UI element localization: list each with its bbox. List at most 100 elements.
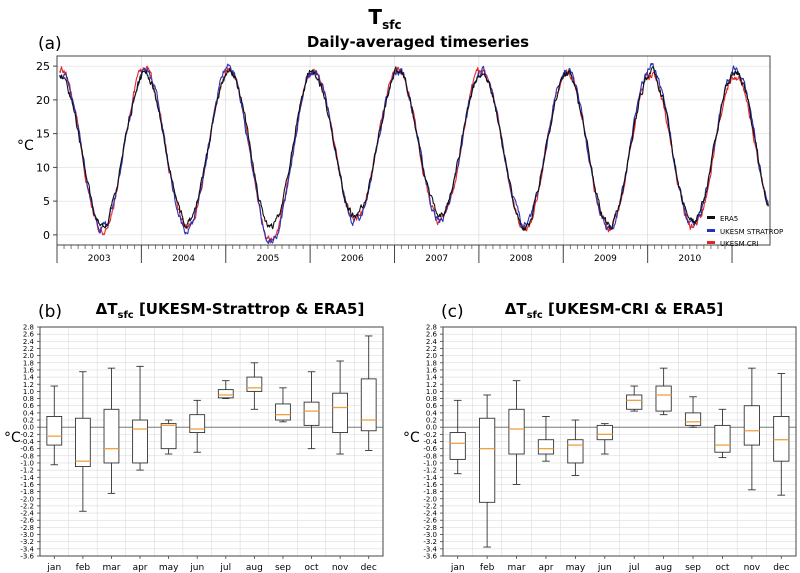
- panel-b-ytick-label: 0.2: [23, 417, 34, 425]
- panel-c-ytick-label: 1.8: [426, 359, 437, 367]
- box-iqr: [537, 439, 555, 455]
- panel-b-ytick-label: 2.6: [23, 331, 35, 339]
- panel-a-year-label: 2007: [425, 254, 448, 264]
- box-iqr: [743, 405, 760, 446]
- panel-c-ytick-label: 1.2: [426, 381, 437, 389]
- panel-b-box-sep: sep: [275, 387, 291, 573]
- panel-c-ytick-label: -2.0: [423, 495, 437, 503]
- panel-c-ytick-label: -1.0: [423, 459, 437, 467]
- panel-b-ytick-label: -2.2: [20, 502, 34, 510]
- panel-b-label: (b): [38, 302, 62, 322]
- panel-a-year-label: 2006: [341, 254, 364, 264]
- panel-c-xtick-label: jun: [597, 563, 612, 573]
- legend-swatch-era5: [707, 216, 715, 219]
- panel-c-ytick-label: 0.4: [426, 409, 438, 417]
- panel-c-box-mar: mar: [508, 380, 526, 573]
- panel-c-ytick-label: -0.4: [423, 438, 437, 446]
- panel-b-title-sub: sfc: [118, 310, 134, 321]
- panel-a-ytick-label: 10: [36, 161, 50, 174]
- panel-a-year-label: 2009: [594, 254, 617, 264]
- panel-c-xtick-label: apr: [538, 563, 553, 573]
- panel-c-box-sep: sep: [684, 396, 701, 573]
- figure-title-main: T: [368, 5, 382, 29]
- panel-b-ytick-label: -3.0: [20, 531, 34, 539]
- panel-a-year-label: 2005: [256, 254, 279, 264]
- panel-c-ytick-label: -2.8: [423, 524, 437, 532]
- panel-c-ytick-label: -1.8: [423, 488, 437, 496]
- panel-a-frame: [56, 55, 771, 246]
- panel-a-title: Daily-averaged timeseries: [307, 33, 529, 51]
- panel-c-xtick-label: mar: [508, 563, 526, 573]
- panel-b-xtick-label: mar: [102, 563, 120, 573]
- legend-label-era5: ERA5: [720, 215, 738, 223]
- panel-c-xtick-label: jan: [450, 563, 465, 573]
- panel-b-ytick-label: -0.6: [20, 445, 34, 453]
- panel-c-ytick-label: 1.4: [426, 374, 438, 382]
- panel-b-ytick-label: 1.0: [23, 388, 34, 396]
- panel-b-ytick-label: -1.0: [20, 459, 34, 467]
- box-iqr: [626, 394, 643, 410]
- panel-c-ytick-label: 2.8: [426, 324, 437, 332]
- panel-c-label: (c): [441, 302, 464, 322]
- panel-b-xtick-label: aug: [246, 563, 263, 573]
- panel-a-yticks: 0 5 10 15 20 25: [36, 60, 57, 242]
- panel-c-xtick-label: jul: [628, 563, 640, 573]
- panel-c-ytick-label: 2.6: [426, 331, 438, 339]
- panel-b-ytick-label: 1.2: [23, 381, 34, 389]
- panel-c-box-oct: oct: [714, 408, 731, 573]
- panel-c-ytick-label: -1.6: [423, 481, 437, 489]
- panel-c-ytick-label: 1.0: [426, 388, 437, 396]
- panel-b-ytick-label: -0.8: [20, 452, 34, 460]
- panel-c-boxplot: (c) ΔTsfc [UKESM-CRI & ERA5] °C 2.82.62.…: [403, 300, 797, 573]
- box-iqr: [714, 424, 731, 453]
- panel-b-ytick-label: -2.4: [20, 510, 34, 518]
- panel-a-ytick-label: 25: [36, 60, 50, 73]
- panel-a-series-group: [59, 62, 769, 245]
- panel-b-ytick-label: -2.0: [20, 495, 34, 503]
- panel-b-xtick-label: may: [159, 563, 179, 573]
- panel-c-xtick-label: sep: [685, 563, 701, 573]
- box-iqr: [773, 416, 790, 462]
- panel-b-xtick-label: feb: [76, 563, 91, 573]
- panel-c-xtick-label: oct: [715, 563, 729, 573]
- box-iqr: [46, 416, 63, 446]
- panel-c-title-suffix: [UKESM-CRI & ERA5]: [543, 300, 723, 318]
- panel-b-box-dec: dec: [360, 335, 377, 573]
- box-iqr: [332, 392, 349, 434]
- panel-b-plot-area: 2.82.62.42.22.01.81.61.41.21.00.80.60.40…: [20, 324, 384, 573]
- panel-a-series-line-cri: [59, 65, 769, 244]
- panel-a-ytick-label: 20: [36, 94, 50, 107]
- legend-label-cri: UKESM CRI: [720, 240, 759, 248]
- panel-b-ytick-label: 0.4: [23, 409, 35, 417]
- panel-b-xtick-label: jun: [189, 563, 204, 573]
- legend-swatch-stratrop: [707, 229, 715, 232]
- panel-a-year-label: 2008: [510, 254, 533, 264]
- panel-c-box-dec: dec: [773, 373, 790, 573]
- panel-c-xtick-label: nov: [744, 563, 761, 573]
- panel-b-box-nov: nov: [332, 360, 349, 573]
- panel-b-ytick-label: 2.0: [23, 352, 34, 360]
- panel-b-title-suffix: [UKESM-Strattrop & ERA5]: [134, 300, 365, 318]
- panel-c-ytick-label: 2.0: [426, 352, 437, 360]
- panel-c-ytick-label: -1.4: [423, 474, 437, 482]
- box-iqr: [360, 378, 377, 432]
- panel-a-series-line-era5: [59, 66, 769, 231]
- panel-c-ytick-label: -3.4: [423, 545, 437, 553]
- panel-b-box-feb: feb: [74, 371, 91, 573]
- panel-b-ytick-label: -3.2: [20, 538, 34, 546]
- panel-b-ytick-label: -0.4: [20, 438, 34, 446]
- panel-b-box-jan: jan: [46, 385, 63, 573]
- box-iqr: [479, 417, 496, 503]
- panel-c-box-feb: feb: [479, 394, 496, 573]
- panel-b-ytick-label: -1.8: [20, 488, 34, 496]
- panel-c-xtick-label: dec: [773, 563, 789, 573]
- box-iqr: [160, 423, 177, 450]
- panel-b-ytick-label: -2.6: [20, 517, 34, 525]
- panel-b-ytick-label: -1.2: [20, 467, 34, 475]
- panel-c-ytick-label: -3.0: [423, 531, 437, 539]
- panel-b-ylabel: °C: [4, 430, 21, 446]
- box-iqr: [449, 432, 466, 460]
- box-iqr: [74, 417, 91, 467]
- panel-c-box-jan: jan: [449, 399, 466, 573]
